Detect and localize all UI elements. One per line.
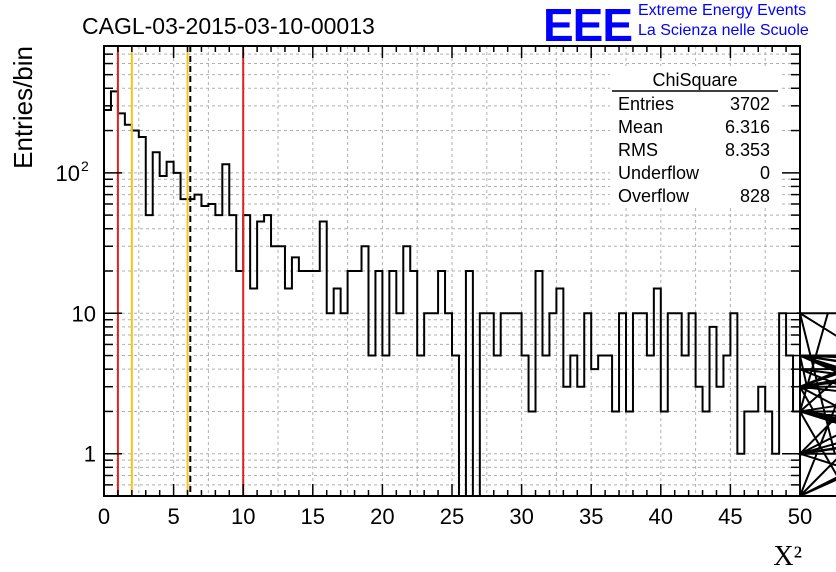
x-tick-label: 50 — [788, 504, 812, 529]
y-tick-label: 10 — [56, 161, 80, 186]
x-tick-label: 40 — [649, 504, 673, 529]
stats-row-label: Underflow — [618, 163, 700, 183]
stats-row-label: Mean — [618, 117, 663, 137]
histogram — [103, 90, 836, 497]
x-tick-label: 25 — [440, 504, 464, 529]
stats-box-background — [610, 66, 780, 208]
stats-row-value: 0 — [760, 163, 770, 183]
stats-row-value: 6.316 — [725, 117, 770, 137]
y-tick-label: 1 — [84, 442, 96, 467]
x-tick-label: 0 — [98, 504, 110, 529]
x-tick-label: 30 — [509, 504, 533, 529]
y-axis-label: Entries/bin — [8, 46, 38, 169]
vertical-marker-lines — [116, 46, 245, 496]
logo-subtitle-2: La Scienza nelle Scuole — [638, 22, 809, 39]
stats-box-title: ChiSquare — [652, 70, 737, 90]
x-tick-label: 35 — [579, 504, 603, 529]
x-axis-label: X² — [773, 541, 802, 572]
stats-row-label: Entries — [618, 94, 674, 114]
stats-row-value: 828 — [740, 186, 770, 206]
axis-ticks — [103, 45, 801, 497]
x-tick-label: 10 — [231, 504, 255, 529]
histogram-outline — [103, 90, 836, 497]
x-tick-label: 5 — [167, 504, 179, 529]
stats-box: ChiSquare Entries 3702 Mean 6.316 RMS 8.353 Und… — [610, 66, 780, 208]
x-tick-label: 20 — [370, 504, 394, 529]
stats-row-label: Overflow — [618, 186, 690, 206]
x-tick-label: 45 — [718, 504, 742, 529]
x-tick-label: 15 — [301, 504, 325, 529]
stats-row-value: 8.353 — [725, 140, 770, 160]
logo-subtitle-1: Extreme Energy Events — [638, 2, 807, 19]
stats-row-label: RMS — [618, 140, 658, 160]
y-tick-label-exponent: 2 — [81, 158, 89, 174]
chart-title: CAGL-03-2015-03-10-00013 — [82, 13, 375, 39]
stats-row-value: 3702 — [730, 94, 770, 114]
eee-logo: EEE — [543, 0, 633, 51]
y-tick-label: 10 — [72, 301, 96, 326]
